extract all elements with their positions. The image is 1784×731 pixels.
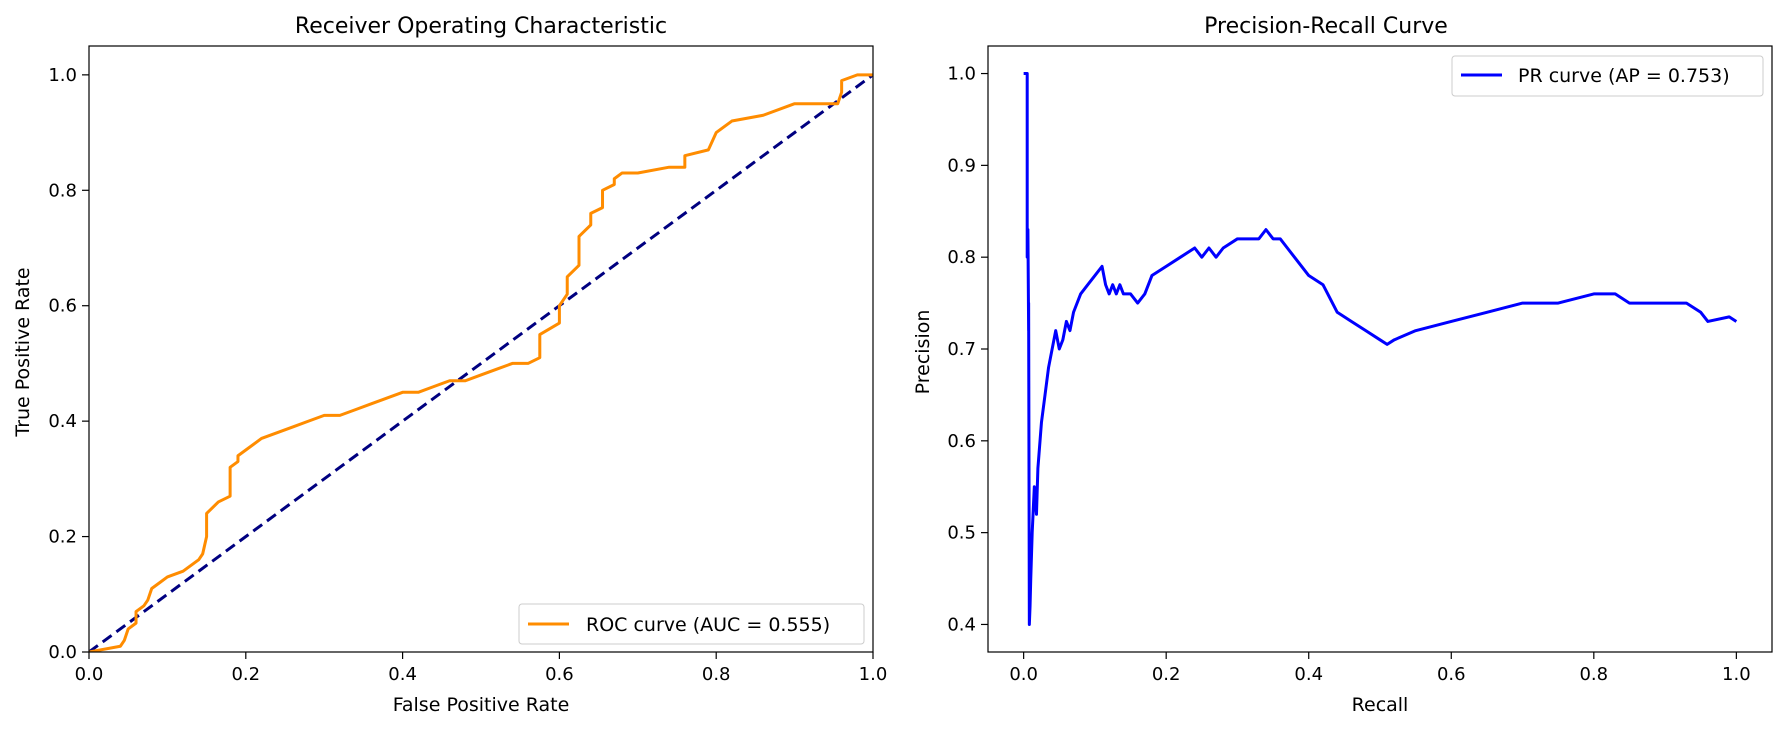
roc-y-axis-label: True Positive Rate [12,267,34,437]
roc-series [89,73,873,652]
roc-x-axis-label: False Positive Rate [393,694,570,716]
pr-x-tick-label: 0.8 [1579,664,1608,685]
roc-legend-box [518,603,865,645]
pr-plot-frame [987,45,1773,653]
roc-y-tick-label: 0.4 [48,411,77,432]
pr-y-tick-label: 0.8 [947,247,976,268]
roc-x-tick-label: 1.0 [859,664,888,685]
pr-x-tick-label: 1.0 [1722,664,1751,685]
pr-y-tick-label: 0.7 [947,339,976,360]
pr-title: Precision-Recall Curve [1204,14,1448,39]
pr-panel: Precision-Recall Curve 0.0 0.2 0.4 0.6 0.8 1.… [912,14,1773,716]
pr-x-tick-label: 0.2 [1152,664,1181,685]
pr-ticks: 0.0 0.2 0.4 0.6 0.8 1.0 0.4 0.5 0.6 0.7 0.8 0.9 1.0 [947,64,1750,685]
pr-y-tick-label: 0.4 [947,614,976,635]
roc-plot-frame [88,45,874,653]
roc-legend-label: ROC curve (AUC = 0.555) [586,614,830,636]
roc-x-tick-label: 0.4 [388,664,417,685]
pr-y-tick-label: 0.9 [947,155,976,176]
pr-series [1023,72,1738,626]
pr-x-tick-label: 0.4 [1294,664,1323,685]
roc-panel: Receiver Operating Characteristic 0.0 0.2… [12,14,887,716]
roc-legend: ROC curve (AUC = 0.555) [518,603,865,645]
roc-y-tick-label: 0.8 [48,180,77,201]
pr-legend-box [1451,55,1764,97]
pr-x-tick-label: 0.6 [1437,664,1466,685]
roc-series-chance-line [89,73,873,652]
pr-y-axis-label: Precision [912,310,934,395]
roc-x-tick-label: 0.8 [702,664,731,685]
roc-x-tick-label: 0.0 [75,664,104,685]
pr-legend: PR curve (AP = 0.753) [1451,55,1764,97]
roc-y-tick-label: 0.6 [48,296,77,317]
roc-y-tick-label: 1.0 [48,65,77,86]
pr-x-tick-label: 0.0 [1009,664,1038,685]
pr-y-tick-label: 0.6 [947,431,976,452]
roc-x-tick-label: 0.2 [231,664,260,685]
pr-legend-label: PR curve (AP = 0.753) [1518,65,1730,87]
pr-y-tick-label: 1.0 [947,64,976,85]
roc-x-tick-label: 0.6 [545,664,574,685]
pr-x-axis-label: Recall [1352,694,1409,716]
roc-y-tick-label: 0.0 [48,642,77,663]
roc-y-tick-label: 0.2 [48,527,77,548]
roc-title: Receiver Operating Characteristic [295,14,667,39]
roc-series-curve [89,73,873,652]
roc-ticks: 0.0 0.2 0.4 0.6 0.8 1.0 0.0 0.2 0.4 0.6 0.8 1.0 [48,65,887,685]
pr-y-tick-label: 0.5 [947,523,976,544]
pr-series-curve [1023,72,1738,626]
